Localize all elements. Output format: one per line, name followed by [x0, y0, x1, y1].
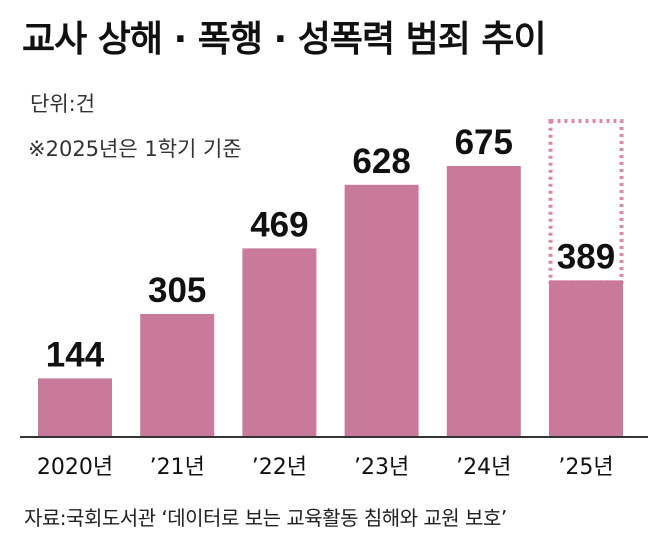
category-label-1: ’21년: [150, 455, 205, 480]
value-label-3: 628: [352, 142, 410, 181]
category-label-3: ’23년: [354, 455, 409, 480]
bar-4: [446, 166, 521, 436]
footnote-2025: ※2025년은 1학기 기준: [28, 137, 242, 161]
bar-0: [38, 378, 112, 436]
bar-5: [549, 280, 623, 436]
bar-2: [242, 248, 317, 436]
source-note: 자료:국회도서관 ‘데이터로 보는 교육활동 침해와 교원 보호’: [24, 506, 507, 530]
value-label-1: 305: [148, 271, 206, 310]
value-label-2: 469: [250, 205, 308, 244]
category-label-0: 2020년: [37, 455, 113, 480]
unit-label: 단위:건: [30, 92, 96, 116]
category-label-4: ’24년: [456, 455, 511, 480]
bar-3: [344, 184, 419, 436]
bar-1: [140, 314, 215, 436]
category-label-2: ’22년: [252, 455, 307, 480]
value-label-4: 675: [455, 123, 513, 162]
category-label-5: ’25년: [558, 455, 613, 480]
value-label-5: 389: [557, 237, 615, 276]
value-label-0: 144: [46, 335, 105, 374]
chart-title: 교사 상해 · 폭행 · 성폭력 범죄 추이: [22, 19, 547, 60]
